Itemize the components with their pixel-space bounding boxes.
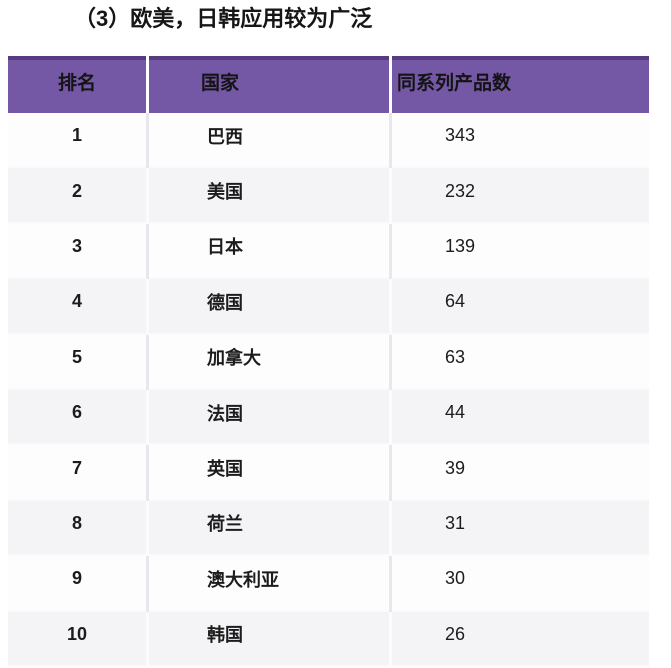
country-cell: 美国 bbox=[149, 168, 389, 224]
rank-cell: 9 bbox=[8, 556, 146, 612]
table-row: 6 法国 44 bbox=[8, 389, 649, 446]
table-row: 8 荷兰 31 bbox=[8, 500, 649, 557]
count-cell: 139 bbox=[392, 223, 649, 280]
count-cell: 232 bbox=[392, 168, 649, 224]
country-cell: 德国 bbox=[149, 279, 389, 335]
rank-cell: 10 bbox=[8, 611, 146, 667]
count-cell: 26 bbox=[392, 611, 649, 667]
rank-cell: 6 bbox=[8, 389, 146, 446]
country-cell: 英国 bbox=[149, 445, 389, 501]
count-cell: 31 bbox=[392, 500, 649, 557]
table-row: 5 加拿大 63 bbox=[8, 334, 649, 390]
country-ranking-table: 排名 国家 同系列产品数 1 巴西 343 2 美国 232 3 日本 139 … bbox=[8, 56, 649, 667]
section-title: （3）欧美，日韩应用较为广泛 bbox=[74, 6, 373, 31]
table-row: 3 日本 139 bbox=[8, 223, 649, 280]
rank-cell: 4 bbox=[8, 279, 146, 335]
country-cell: 韩国 bbox=[149, 611, 389, 667]
column-header-country: 国家 bbox=[149, 56, 389, 113]
count-cell: 39 bbox=[392, 445, 649, 501]
table-row: 7 英国 39 bbox=[8, 445, 649, 501]
table-row: 1 巴西 343 bbox=[8, 113, 649, 169]
count-cell: 343 bbox=[392, 113, 649, 169]
rank-cell: 1 bbox=[8, 113, 146, 169]
column-header-rank: 排名 bbox=[8, 56, 146, 113]
rank-cell: 3 bbox=[8, 223, 146, 280]
rank-cell: 2 bbox=[8, 168, 146, 224]
country-cell: 法国 bbox=[149, 389, 389, 446]
rank-cell: 8 bbox=[8, 500, 146, 557]
table-header-row: 排名 国家 同系列产品数 bbox=[8, 56, 649, 113]
table-row: 9 澳大利亚 30 bbox=[8, 556, 649, 612]
table-row: 2 美国 232 bbox=[8, 168, 649, 224]
country-cell: 日本 bbox=[149, 223, 389, 280]
country-cell: 澳大利亚 bbox=[149, 556, 389, 612]
table-row: 4 德国 64 bbox=[8, 279, 649, 335]
country-cell: 巴西 bbox=[149, 113, 389, 169]
table-row: 10 韩国 26 bbox=[8, 611, 649, 667]
column-header-count: 同系列产品数 bbox=[392, 56, 649, 113]
rank-cell: 7 bbox=[8, 445, 146, 501]
rank-cell: 5 bbox=[8, 334, 146, 390]
count-cell: 64 bbox=[392, 279, 649, 335]
count-cell: 44 bbox=[392, 389, 649, 446]
count-cell: 30 bbox=[392, 556, 649, 612]
country-cell: 荷兰 bbox=[149, 500, 389, 557]
country-cell: 加拿大 bbox=[149, 334, 389, 390]
count-cell: 63 bbox=[392, 334, 649, 390]
